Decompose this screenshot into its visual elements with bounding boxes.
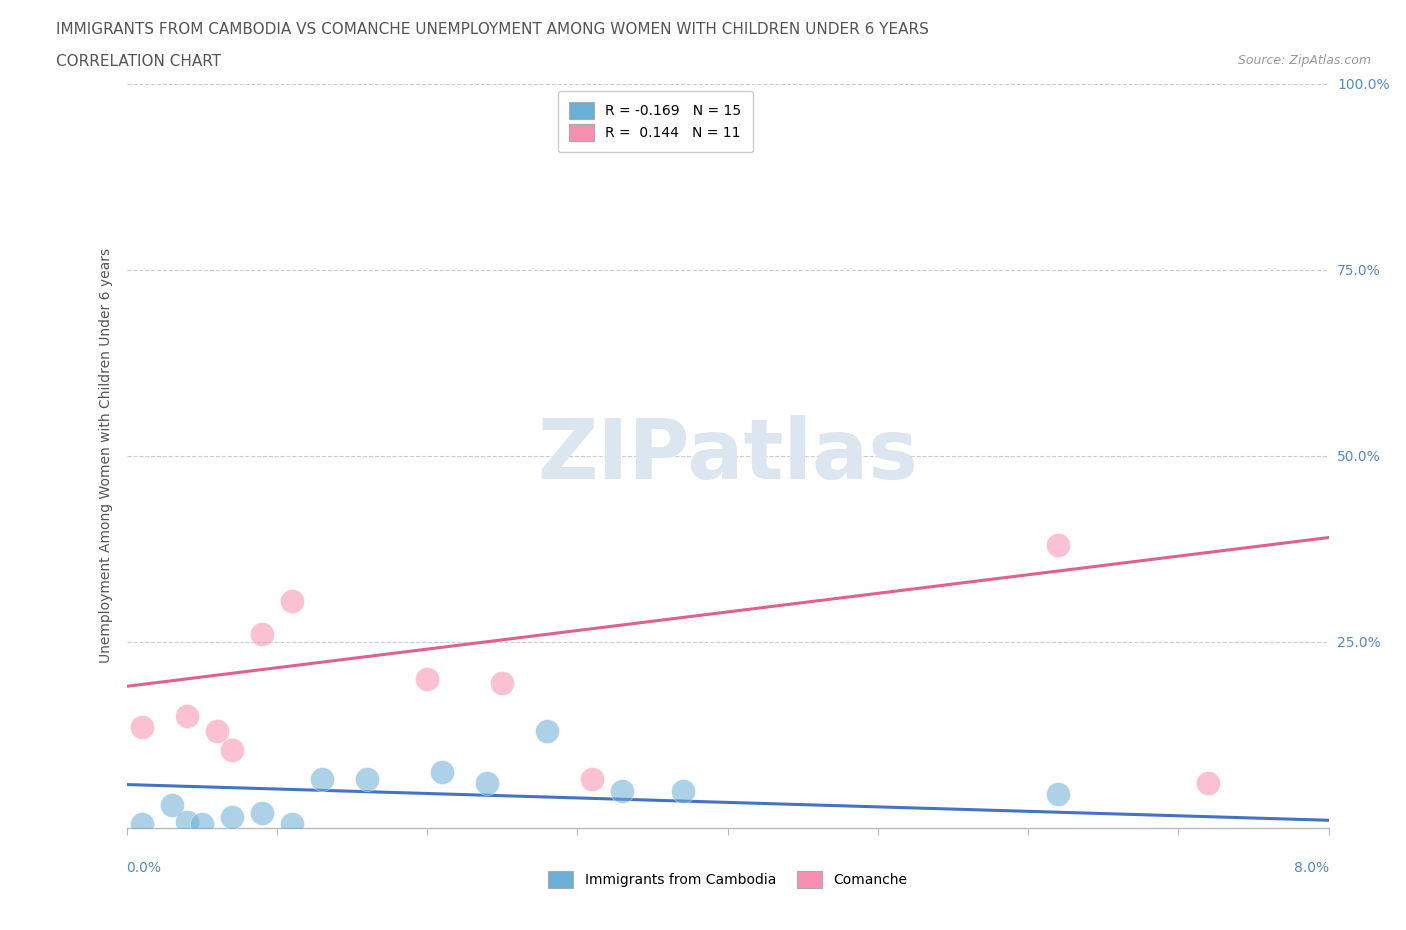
Text: 0.0%: 0.0% — [127, 861, 162, 875]
Legend: Immigrants from Cambodia, Comanche: Immigrants from Cambodia, Comanche — [541, 864, 914, 896]
Text: CORRELATION CHART: CORRELATION CHART — [56, 54, 221, 69]
Point — [221, 742, 243, 757]
Point — [221, 809, 243, 824]
Text: IMMIGRANTS FROM CAMBODIA VS COMANCHE UNEMPLOYMENT AMONG WOMEN WITH CHILDREN UNDE: IMMIGRANTS FROM CAMBODIA VS COMANCHE UNE… — [56, 22, 929, 37]
Point — [131, 720, 153, 735]
Point — [1197, 776, 1219, 790]
Y-axis label: Unemployment Among Women with Children Under 6 years: Unemployment Among Women with Children U… — [98, 248, 112, 663]
Point — [176, 815, 198, 830]
Point — [176, 709, 198, 724]
Point — [475, 776, 498, 790]
Point — [671, 783, 693, 798]
Point — [612, 783, 634, 798]
Point — [430, 764, 453, 779]
Point — [190, 817, 212, 831]
Text: Source: ZipAtlas.com: Source: ZipAtlas.com — [1237, 54, 1371, 67]
Point — [491, 675, 513, 690]
Point — [1047, 538, 1070, 552]
Point — [131, 817, 153, 831]
Point — [160, 798, 183, 813]
Point — [250, 627, 273, 642]
Point — [281, 817, 304, 831]
Text: 8.0%: 8.0% — [1294, 861, 1329, 875]
Point — [1047, 787, 1070, 802]
Point — [416, 671, 439, 686]
Point — [250, 805, 273, 820]
Text: ZIPatlas: ZIPatlas — [537, 415, 918, 497]
Point — [311, 772, 333, 787]
Point — [536, 724, 558, 738]
Point — [581, 772, 603, 787]
Point — [356, 772, 378, 787]
Point — [205, 724, 228, 738]
Point — [281, 593, 304, 608]
